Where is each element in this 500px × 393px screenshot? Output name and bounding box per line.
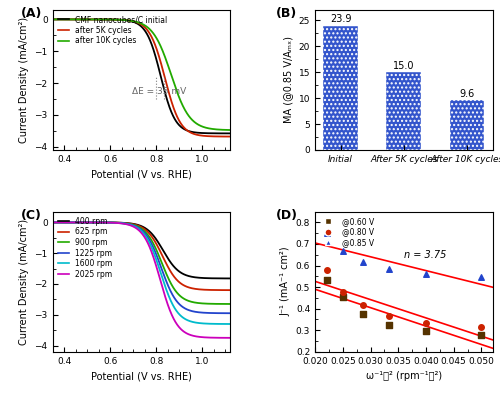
Point [422, 271, 430, 277]
Point [478, 332, 486, 338]
Point [422, 328, 430, 334]
Point [358, 311, 366, 317]
Y-axis label: Current Density (mA/cm²): Current Density (mA/cm²) [19, 17, 29, 143]
Point [339, 248, 347, 255]
Point [339, 289, 347, 295]
Bar [450, 100, 484, 150]
Legend: @0.60 V, @0.80 V, @0.85 V: @0.60 V, @0.80 V, @0.85 V [319, 215, 376, 248]
Point [358, 302, 366, 309]
Point [422, 320, 430, 326]
Bar [386, 72, 421, 150]
Text: 15.0: 15.0 [393, 61, 414, 71]
Text: (D): (D) [276, 209, 298, 222]
Point [385, 313, 393, 319]
Point [478, 324, 486, 330]
Text: (B): (B) [276, 7, 297, 20]
Y-axis label: MA (@0.85 V/Aₘₓ): MA (@0.85 V/Aₘₓ) [283, 37, 293, 123]
X-axis label: Potential (V vs. RHE): Potential (V vs. RHE) [91, 169, 192, 179]
Legend: 400 rpm, 625 rpm, 900 rpm, 1225 rpm, 1600 rpm, 2025 rpm: 400 rpm, 625 rpm, 900 rpm, 1225 rpm, 160… [56, 215, 114, 280]
Point [385, 321, 393, 328]
Point [324, 230, 332, 236]
Y-axis label: J⁻¹ (mA⁻¹ cm²): J⁻¹ (mA⁻¹ cm²) [280, 247, 290, 316]
Y-axis label: Current Density (mA/cm²): Current Density (mA/cm²) [19, 219, 29, 345]
Point [358, 259, 366, 265]
Legend: CMF nanocubes/C initial, after 5K cycles, after 10K cycles: CMF nanocubes/C initial, after 5K cycles… [56, 14, 169, 47]
Point [339, 294, 347, 300]
Text: (A): (A) [20, 7, 42, 20]
Point [324, 276, 332, 283]
Text: n = 3.75: n = 3.75 [404, 250, 446, 260]
Bar [323, 26, 358, 150]
Point [385, 266, 393, 272]
X-axis label: Potential (V vs. RHE): Potential (V vs. RHE) [91, 371, 192, 381]
Text: ΔE = 35 mV: ΔE = 35 mV [132, 87, 186, 96]
Text: 23.9: 23.9 [330, 15, 351, 24]
Text: (C): (C) [20, 209, 42, 222]
Point [324, 267, 332, 273]
Text: 9.6: 9.6 [460, 88, 474, 99]
Point [478, 274, 486, 281]
X-axis label: ω⁻¹˲² (rpm⁻¹˲²): ω⁻¹˲² (rpm⁻¹˲²) [366, 371, 442, 381]
